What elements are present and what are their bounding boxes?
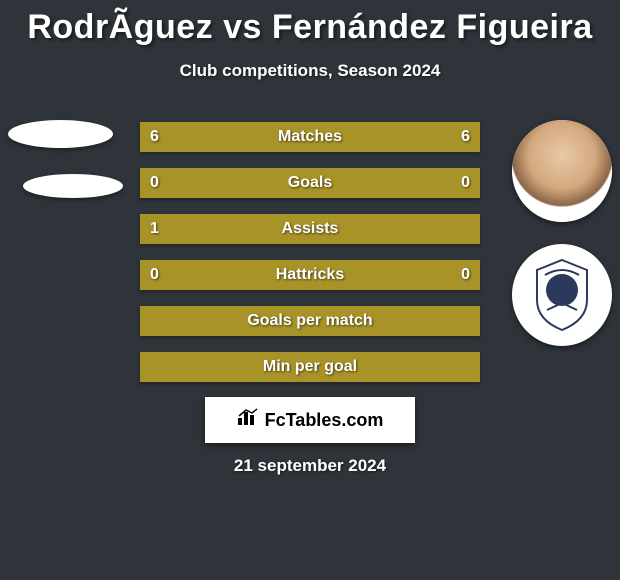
stat-row-hattricks: 0 Hattricks 0 bbox=[140, 260, 480, 290]
branding-banner: FcTables.com bbox=[205, 397, 415, 443]
stat-row-assists: 1 Assists bbox=[140, 214, 480, 244]
stat-left-value: 6 bbox=[150, 128, 159, 146]
branding-text: FcTables.com bbox=[265, 410, 384, 431]
left-player-avatar-1 bbox=[8, 120, 113, 148]
stat-right-value: 0 bbox=[461, 174, 470, 192]
stats-container: 6 Matches 6 0 Goals 0 1 Assists 0 Hattri… bbox=[140, 122, 480, 398]
right-player-avatars bbox=[512, 120, 612, 368]
chart-icon bbox=[237, 408, 259, 432]
stat-label: Goals per match bbox=[247, 312, 372, 330]
stat-label: Goals bbox=[288, 174, 332, 192]
stat-row-matches: 6 Matches 6 bbox=[140, 122, 480, 152]
left-club-avatar-1 bbox=[23, 174, 123, 198]
stat-right-value: 0 bbox=[461, 266, 470, 284]
stat-row-goals: 0 Goals 0 bbox=[140, 168, 480, 198]
page-title: RodrÃ­guez vs Fernández Figueira bbox=[0, 0, 620, 47]
stat-label: Assists bbox=[282, 220, 339, 238]
stat-label: Matches bbox=[278, 128, 342, 146]
date-text: 21 september 2024 bbox=[0, 456, 620, 476]
stat-label: Hattricks bbox=[276, 266, 344, 284]
left-player-avatars bbox=[8, 120, 123, 224]
stat-left-value: 1 bbox=[150, 220, 159, 238]
player-face-placeholder bbox=[512, 120, 612, 222]
right-club-badge bbox=[512, 244, 612, 346]
shield-icon bbox=[527, 255, 597, 335]
stat-row-min-per-goal: Min per goal bbox=[140, 352, 480, 382]
stat-row-goals-per-match: Goals per match bbox=[140, 306, 480, 336]
stat-label: Min per goal bbox=[263, 358, 357, 376]
subtitle: Club competitions, Season 2024 bbox=[0, 61, 620, 81]
right-player-photo bbox=[512, 120, 612, 222]
stat-left-value: 0 bbox=[150, 266, 159, 284]
stat-left-value: 0 bbox=[150, 174, 159, 192]
stat-right-value: 6 bbox=[461, 128, 470, 146]
